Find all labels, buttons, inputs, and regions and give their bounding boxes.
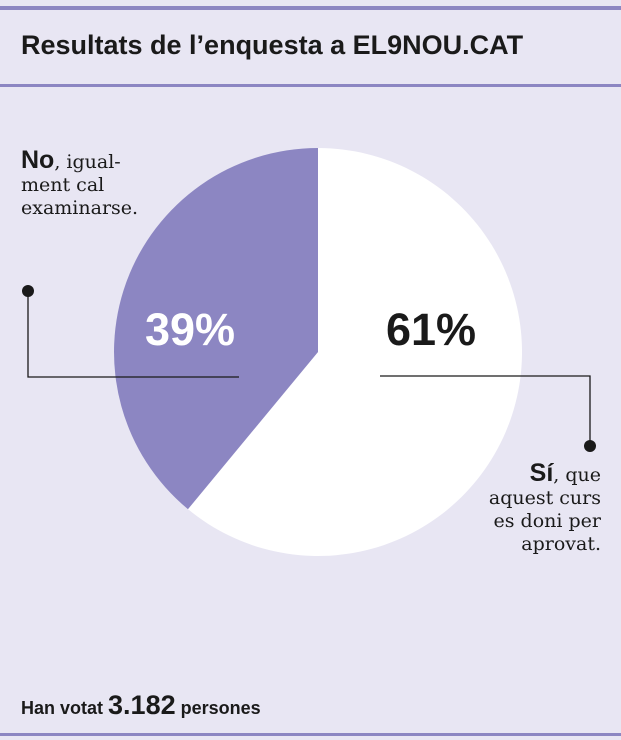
annotation-si-text: , que aquest curs es doni per aprovat. xyxy=(488,464,601,555)
title-rule xyxy=(0,84,621,87)
no-leader-line xyxy=(27,291,239,378)
footer-votes: Han votat 3.182 persones xyxy=(21,690,261,721)
pie-slice-si xyxy=(187,148,523,556)
annotation-no-bold: No xyxy=(21,146,55,174)
annotation-si-bold: Sí xyxy=(529,459,554,487)
top-rule xyxy=(0,6,621,10)
footer-suffix: persones xyxy=(180,698,261,718)
pct-label-si: 61% xyxy=(386,304,476,355)
annotation-no-text: , igual­ment cal examinar­se. xyxy=(21,151,139,219)
pie-slice-no xyxy=(114,148,318,510)
footer-prefix: Han votat xyxy=(21,698,104,718)
pct-label-no: 39% xyxy=(145,304,235,355)
annotation-si: Sí, que aquest curs es doni per aprovat. xyxy=(466,459,601,556)
page-title: Resultats de l’enquesta a EL9NOU.CAT xyxy=(21,30,524,60)
footer-count: 3.182 xyxy=(108,690,176,720)
annotation-no: No, igual­ment cal examinar­se. xyxy=(21,146,156,220)
bottom-rule xyxy=(0,733,621,736)
si-leader-dot xyxy=(584,440,596,452)
si-leader-line xyxy=(380,375,591,446)
no-leader-dot xyxy=(22,285,34,297)
